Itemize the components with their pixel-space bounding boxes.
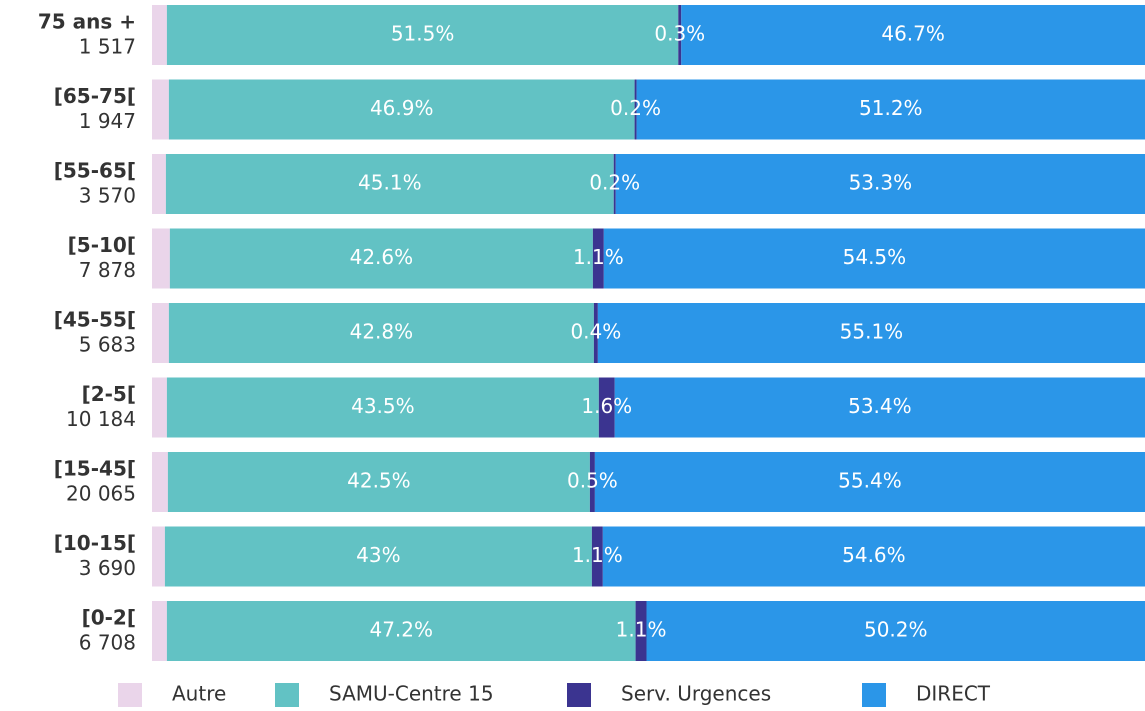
value-label: 46.9% [370,96,434,120]
bar-segment [614,377,1145,438]
bar-segment [602,526,1145,587]
category-label: [2-5[ [82,382,136,406]
bar-segment [152,601,167,661]
value-label: 1.6% [581,394,632,418]
value-label: 55.4% [838,469,902,493]
bar-segment [165,154,614,214]
legend-swatch [862,683,886,707]
legend-label: Autre [172,682,226,706]
category-count: 1 947 [79,109,136,133]
bar-segment [681,5,1145,65]
bar-segment [592,228,604,289]
category-label: 75 ans + [38,10,136,34]
value-label: 43.5% [351,394,415,418]
value-label: 50.2% [864,618,928,642]
legend-label: SAMU-Centre 15 [329,682,494,706]
category-label: [10-15[ [54,531,136,555]
value-label: 45.1% [358,171,422,195]
value-label: 53.3% [849,171,913,195]
legend-swatch [275,683,299,707]
value-label: 0.3% [654,22,705,46]
category-label: [45-55[ [54,308,136,332]
bar-segment [166,377,599,438]
value-label: 53.4% [848,394,912,418]
bar-segment [635,601,647,661]
bar-segment [603,228,1145,289]
bar-segment [166,5,679,65]
category-label: [5-10[ [68,233,136,257]
value-label: 51.5% [391,22,455,46]
bar-segment [591,526,603,587]
bar-segment [152,79,169,140]
category-label: [15-45[ [54,457,136,481]
legend-swatch [567,683,591,707]
category-count: 5 683 [79,333,136,357]
bar-segment [615,154,1145,214]
bar-segment [597,303,1145,363]
value-label: 43% [356,543,400,567]
value-label: 0.5% [567,469,618,493]
legend-swatch [118,683,142,707]
value-label: 1.1% [573,245,624,269]
bar-segment [593,303,598,363]
value-label: 46.7% [881,22,945,46]
value-label: 55.1% [840,320,904,344]
value-label: 0.2% [589,171,640,195]
bar-segment [634,79,637,140]
value-label: 1.1% [572,543,623,567]
legend-label: DIRECT [916,682,991,706]
value-label: 47.2% [369,618,433,642]
value-label: 1.1% [616,618,667,642]
value-label: 54.6% [842,543,906,567]
category-count: 7 878 [79,258,136,282]
bar-segment [167,452,590,512]
value-label: 0.2% [610,96,661,120]
value-label: 42.6% [350,245,414,269]
bar-segment [636,79,1145,140]
legend-label: Serv. Urgences [621,682,771,706]
bar-segment [152,377,167,438]
bar-segment [152,228,170,289]
bar-segment [646,601,1145,661]
value-label: 42.8% [350,320,414,344]
value-label: 42.5% [347,469,411,493]
bar-segment [168,79,635,140]
bar-segment [589,452,595,512]
bar-segment [678,5,682,65]
bar-segment [598,377,615,438]
bar-segment [168,303,594,363]
category-count: 1 517 [79,35,136,59]
category-count: 3 690 [79,556,136,580]
bar-segment [613,154,616,214]
bar-segment [594,452,1145,512]
bar-segment [169,228,593,289]
value-label: 0.4% [570,320,621,344]
bar-segment [152,5,167,65]
category-count: 20 065 [66,482,136,506]
category-count: 3 570 [79,184,136,208]
category-label: [55-65[ [54,159,136,183]
category-label: [0-2[ [82,606,136,630]
category-count: 10 184 [66,407,136,431]
bar-segment [166,601,636,661]
category-label: [65-75[ [54,84,136,108]
value-label: 51.2% [859,96,923,120]
bar-segment [152,303,169,363]
value-label: 54.5% [843,245,907,269]
bar-segment [164,526,592,587]
category-count: 6 708 [79,631,136,655]
bar-segment [152,452,168,512]
bar-segment [152,154,166,214]
bar-segment [152,526,165,587]
